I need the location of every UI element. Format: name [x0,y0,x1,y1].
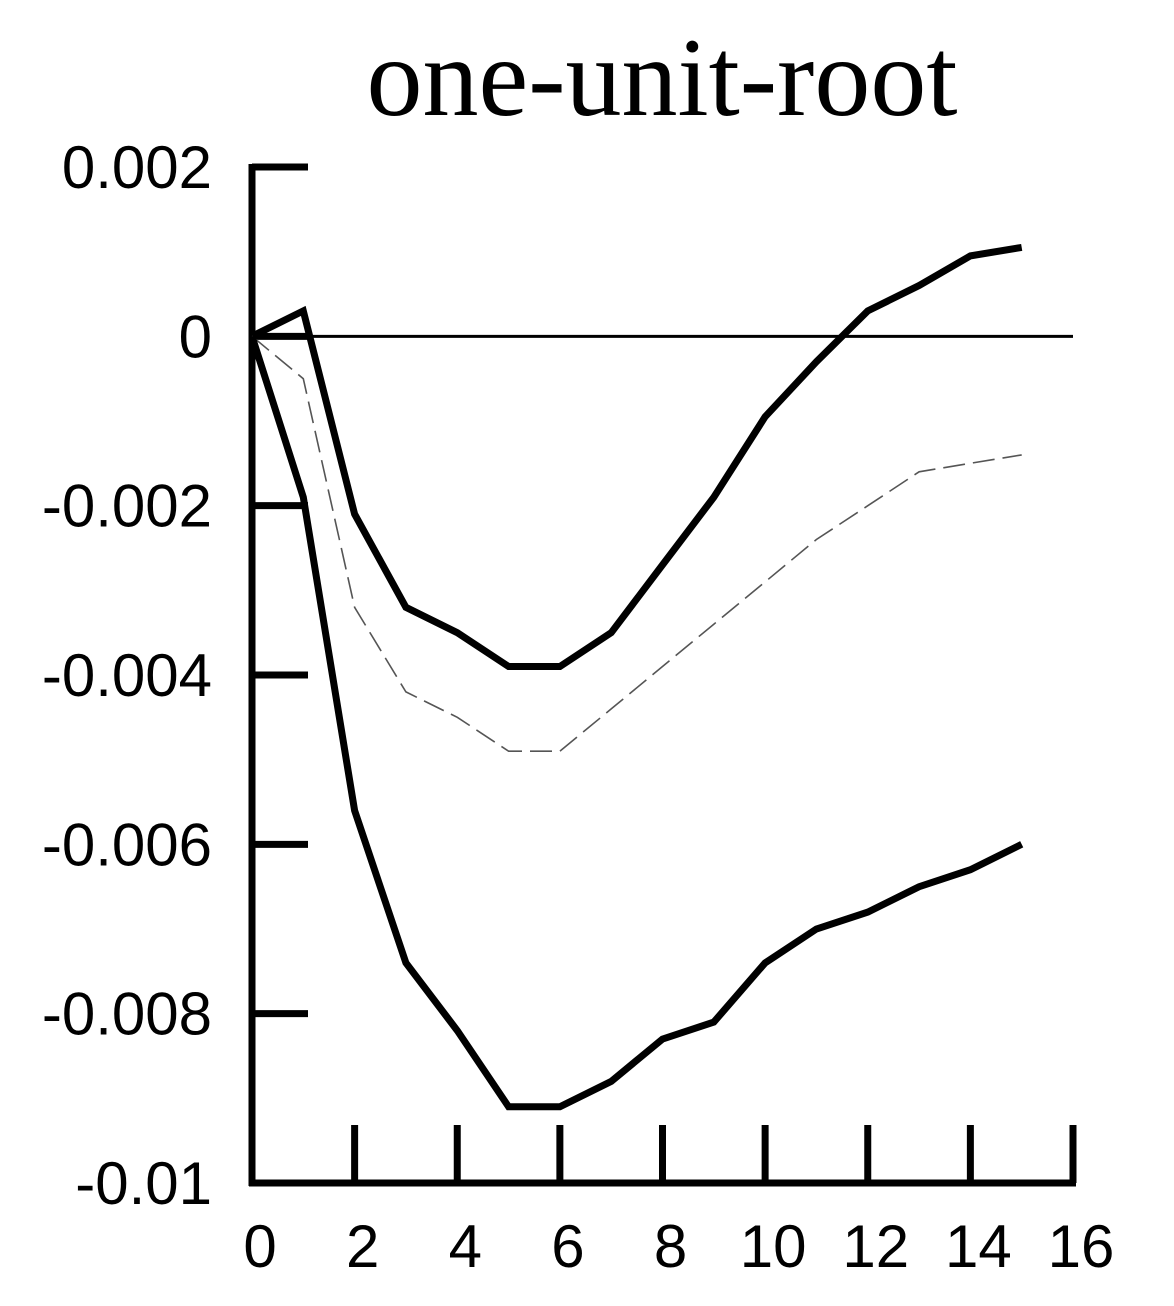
y-tick-label: -0.002 [42,473,212,540]
lower-band-line [248,335,1024,1111]
x-tick-label: 10 [740,1213,807,1280]
y-tick-label: 0 [179,303,212,370]
y-tick-label: -0.01 [75,1150,212,1217]
y-tick-label: -0.006 [42,811,212,878]
y-tick-label: -0.008 [42,981,212,1048]
x-tick-label: 2 [346,1213,379,1280]
x-tick-label: 0 [243,1213,276,1280]
median-response-line [251,335,1022,753]
axes [248,164,1076,1187]
y-axis-ticks: 0.002 0 -0.002 -0.004 -0.006 -0.008 -0.01 [42,134,308,1217]
x-tick-label: 12 [842,1213,909,1280]
series-layer [248,243,1024,1111]
x-tick-label: 4 [449,1213,482,1280]
x-tick-label: 8 [654,1213,687,1280]
x-tick-label: 16 [1048,1213,1115,1280]
x-axis-ticks: 0 2 4 6 8 10 12 14 16 [243,1125,1114,1280]
y-tick-label: -0.004 [42,642,212,709]
x-tick-label: 6 [551,1213,584,1280]
upper-band-line [250,243,1023,670]
x-tick-label: 14 [945,1213,1012,1280]
y-tick-label: 0.002 [62,134,212,201]
chart-title: one-unit-root [367,16,958,140]
